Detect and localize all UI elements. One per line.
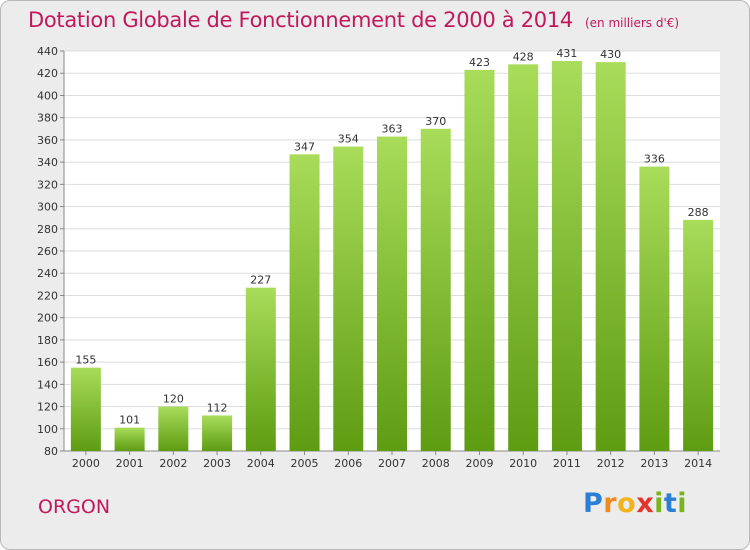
data-label: 120: [163, 393, 184, 406]
logo-letter: o: [617, 488, 637, 519]
y-tick-label: 260: [37, 245, 58, 258]
data-label: 354: [338, 133, 359, 146]
bar: [595, 62, 626, 451]
chart-title: Dotation Globale de Fonctionnement de 20…: [28, 8, 679, 32]
y-tick-label: 420: [37, 67, 58, 80]
y-tick-label: 180: [37, 334, 58, 347]
x-tick-label: 2009: [465, 457, 493, 470]
y-tick-label: 80: [44, 445, 58, 458]
bar: [70, 367, 101, 451]
x-tick-label: 2011: [553, 457, 581, 470]
x-tick-label: 2006: [334, 457, 362, 470]
y-tick-label: 360: [37, 134, 58, 147]
y-tick-label: 240: [37, 267, 58, 280]
y-tick-label: 200: [37, 312, 58, 325]
y-tick-label: 220: [37, 289, 58, 302]
data-label: 101: [119, 414, 140, 427]
y-tick-label: 100: [37, 423, 58, 436]
chart-unit: (en milliers d'€): [584, 16, 680, 30]
x-tick-label: 2004: [247, 457, 275, 470]
x-tick-label: 2007: [378, 457, 406, 470]
logo-letter: i: [654, 488, 664, 519]
bar: [508, 64, 539, 452]
logo-letter: x: [636, 488, 655, 519]
data-label: 428: [513, 50, 534, 63]
x-tick-label: 2001: [116, 457, 144, 470]
data-label: 430: [600, 48, 621, 61]
logo-letter: t: [663, 488, 678, 519]
proxiti-logo: Proxiti: [583, 488, 687, 519]
bar: [245, 287, 276, 451]
bar: [639, 166, 670, 452]
bar: [377, 136, 407, 452]
bar: [114, 427, 145, 451]
data-label: 431: [556, 47, 577, 60]
data-label: 370: [425, 115, 446, 128]
logo-letter: r: [603, 488, 618, 519]
x-tick-label: 2013: [640, 457, 668, 470]
bar: [289, 154, 320, 452]
data-label: 347: [294, 140, 315, 153]
x-tick-label: 2012: [597, 457, 625, 470]
x-tick-label: 2005: [291, 457, 319, 470]
y-tick-label: 440: [37, 45, 58, 58]
bar: [420, 128, 451, 451]
data-label: 155: [75, 354, 96, 367]
bar: [202, 415, 233, 451]
y-tick-label: 280: [37, 223, 58, 236]
logo-letter: i: [677, 488, 688, 519]
x-tick-label: 2010: [509, 457, 537, 470]
y-tick-label: 380: [37, 112, 58, 125]
data-label: 423: [469, 56, 490, 69]
bar: [158, 406, 189, 451]
x-tick-label: 2003: [203, 457, 231, 470]
x-tick-label: 2008: [422, 457, 450, 470]
data-label: 363: [382, 123, 403, 136]
y-tick-label: 320: [37, 178, 58, 191]
data-label: 227: [250, 274, 271, 287]
x-tick-label: 2014: [684, 457, 712, 470]
y-tick-label: 120: [37, 401, 58, 414]
logo-letter: P: [583, 488, 604, 519]
x-tick-label: 2002: [159, 457, 187, 470]
y-tick-label: 340: [37, 156, 58, 169]
data-label: 112: [207, 401, 228, 414]
bar: [464, 69, 495, 451]
y-tick-label: 300: [37, 201, 58, 214]
commune-name: ORGON: [38, 496, 111, 518]
bar: [333, 146, 364, 452]
bar: [683, 219, 714, 451]
y-tick-label: 400: [37, 89, 58, 102]
data-label: 288: [688, 206, 709, 219]
x-tick-label: 2000: [72, 457, 100, 470]
data-label: 336: [644, 153, 665, 166]
chart-title-text: Dotation Globale de Fonctionnement de 20…: [28, 8, 573, 32]
y-tick-label: 160: [37, 356, 58, 369]
bar: [551, 61, 582, 451]
y-tick-label: 140: [37, 378, 58, 391]
